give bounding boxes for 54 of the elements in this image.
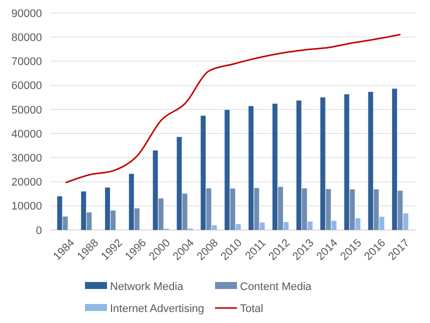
- bar: [158, 198, 164, 230]
- legend-label: Content Media: [240, 281, 312, 293]
- bar: [403, 213, 408, 230]
- bar: [206, 188, 212, 230]
- bar: [331, 220, 336, 230]
- bar: [308, 222, 313, 230]
- bar: [368, 92, 374, 230]
- bar: [57, 196, 62, 230]
- bar: [284, 222, 289, 230]
- y-tick-label: 80000: [11, 32, 42, 44]
- bar: [302, 188, 307, 230]
- y-tick-label: 0: [36, 224, 42, 237]
- bar: [230, 188, 236, 230]
- bar: [260, 222, 265, 230]
- y-tick-label: 30000: [11, 152, 42, 165]
- bar: [152, 150, 158, 230]
- bar: [176, 136, 182, 230]
- bar: [224, 110, 230, 230]
- bar: [236, 224, 241, 230]
- y-tick-label: 90000: [11, 8, 42, 20]
- bar: [105, 188, 110, 230]
- bar: [128, 174, 134, 230]
- bar: [278, 186, 284, 230]
- bar: [296, 100, 302, 230]
- bar: [86, 212, 92, 230]
- bar: [212, 225, 217, 230]
- bar: [379, 216, 384, 230]
- legend-label: Total: [240, 303, 264, 315]
- y-tick-label: 70000: [11, 56, 42, 68]
- bar: [62, 216, 68, 230]
- y-tick-label: 50000: [11, 104, 42, 116]
- bar: [355, 218, 360, 230]
- bar: [248, 106, 254, 230]
- bar: [398, 190, 403, 230]
- y-tick-label: 60000: [11, 80, 42, 92]
- y-tick-label: 10000: [11, 200, 42, 213]
- bar: [81, 191, 86, 230]
- bar: [200, 116, 206, 230]
- legend-label: Internet Advertising: [110, 303, 204, 315]
- bar: [182, 194, 188, 230]
- y-tick-label: 20000: [11, 176, 42, 189]
- line-series: [64, 34, 402, 184]
- bar: [326, 189, 331, 230]
- bar: [374, 189, 379, 230]
- bar: [350, 189, 355, 230]
- bar: [272, 104, 278, 230]
- bar: [134, 208, 140, 230]
- y-tick-label: 40000: [11, 128, 42, 140]
- legend-label: Network Media: [110, 281, 184, 293]
- bar: [110, 210, 116, 230]
- bar: [320, 97, 326, 230]
- bar: [254, 188, 260, 230]
- bar: [392, 88, 398, 230]
- bar: [344, 94, 350, 230]
